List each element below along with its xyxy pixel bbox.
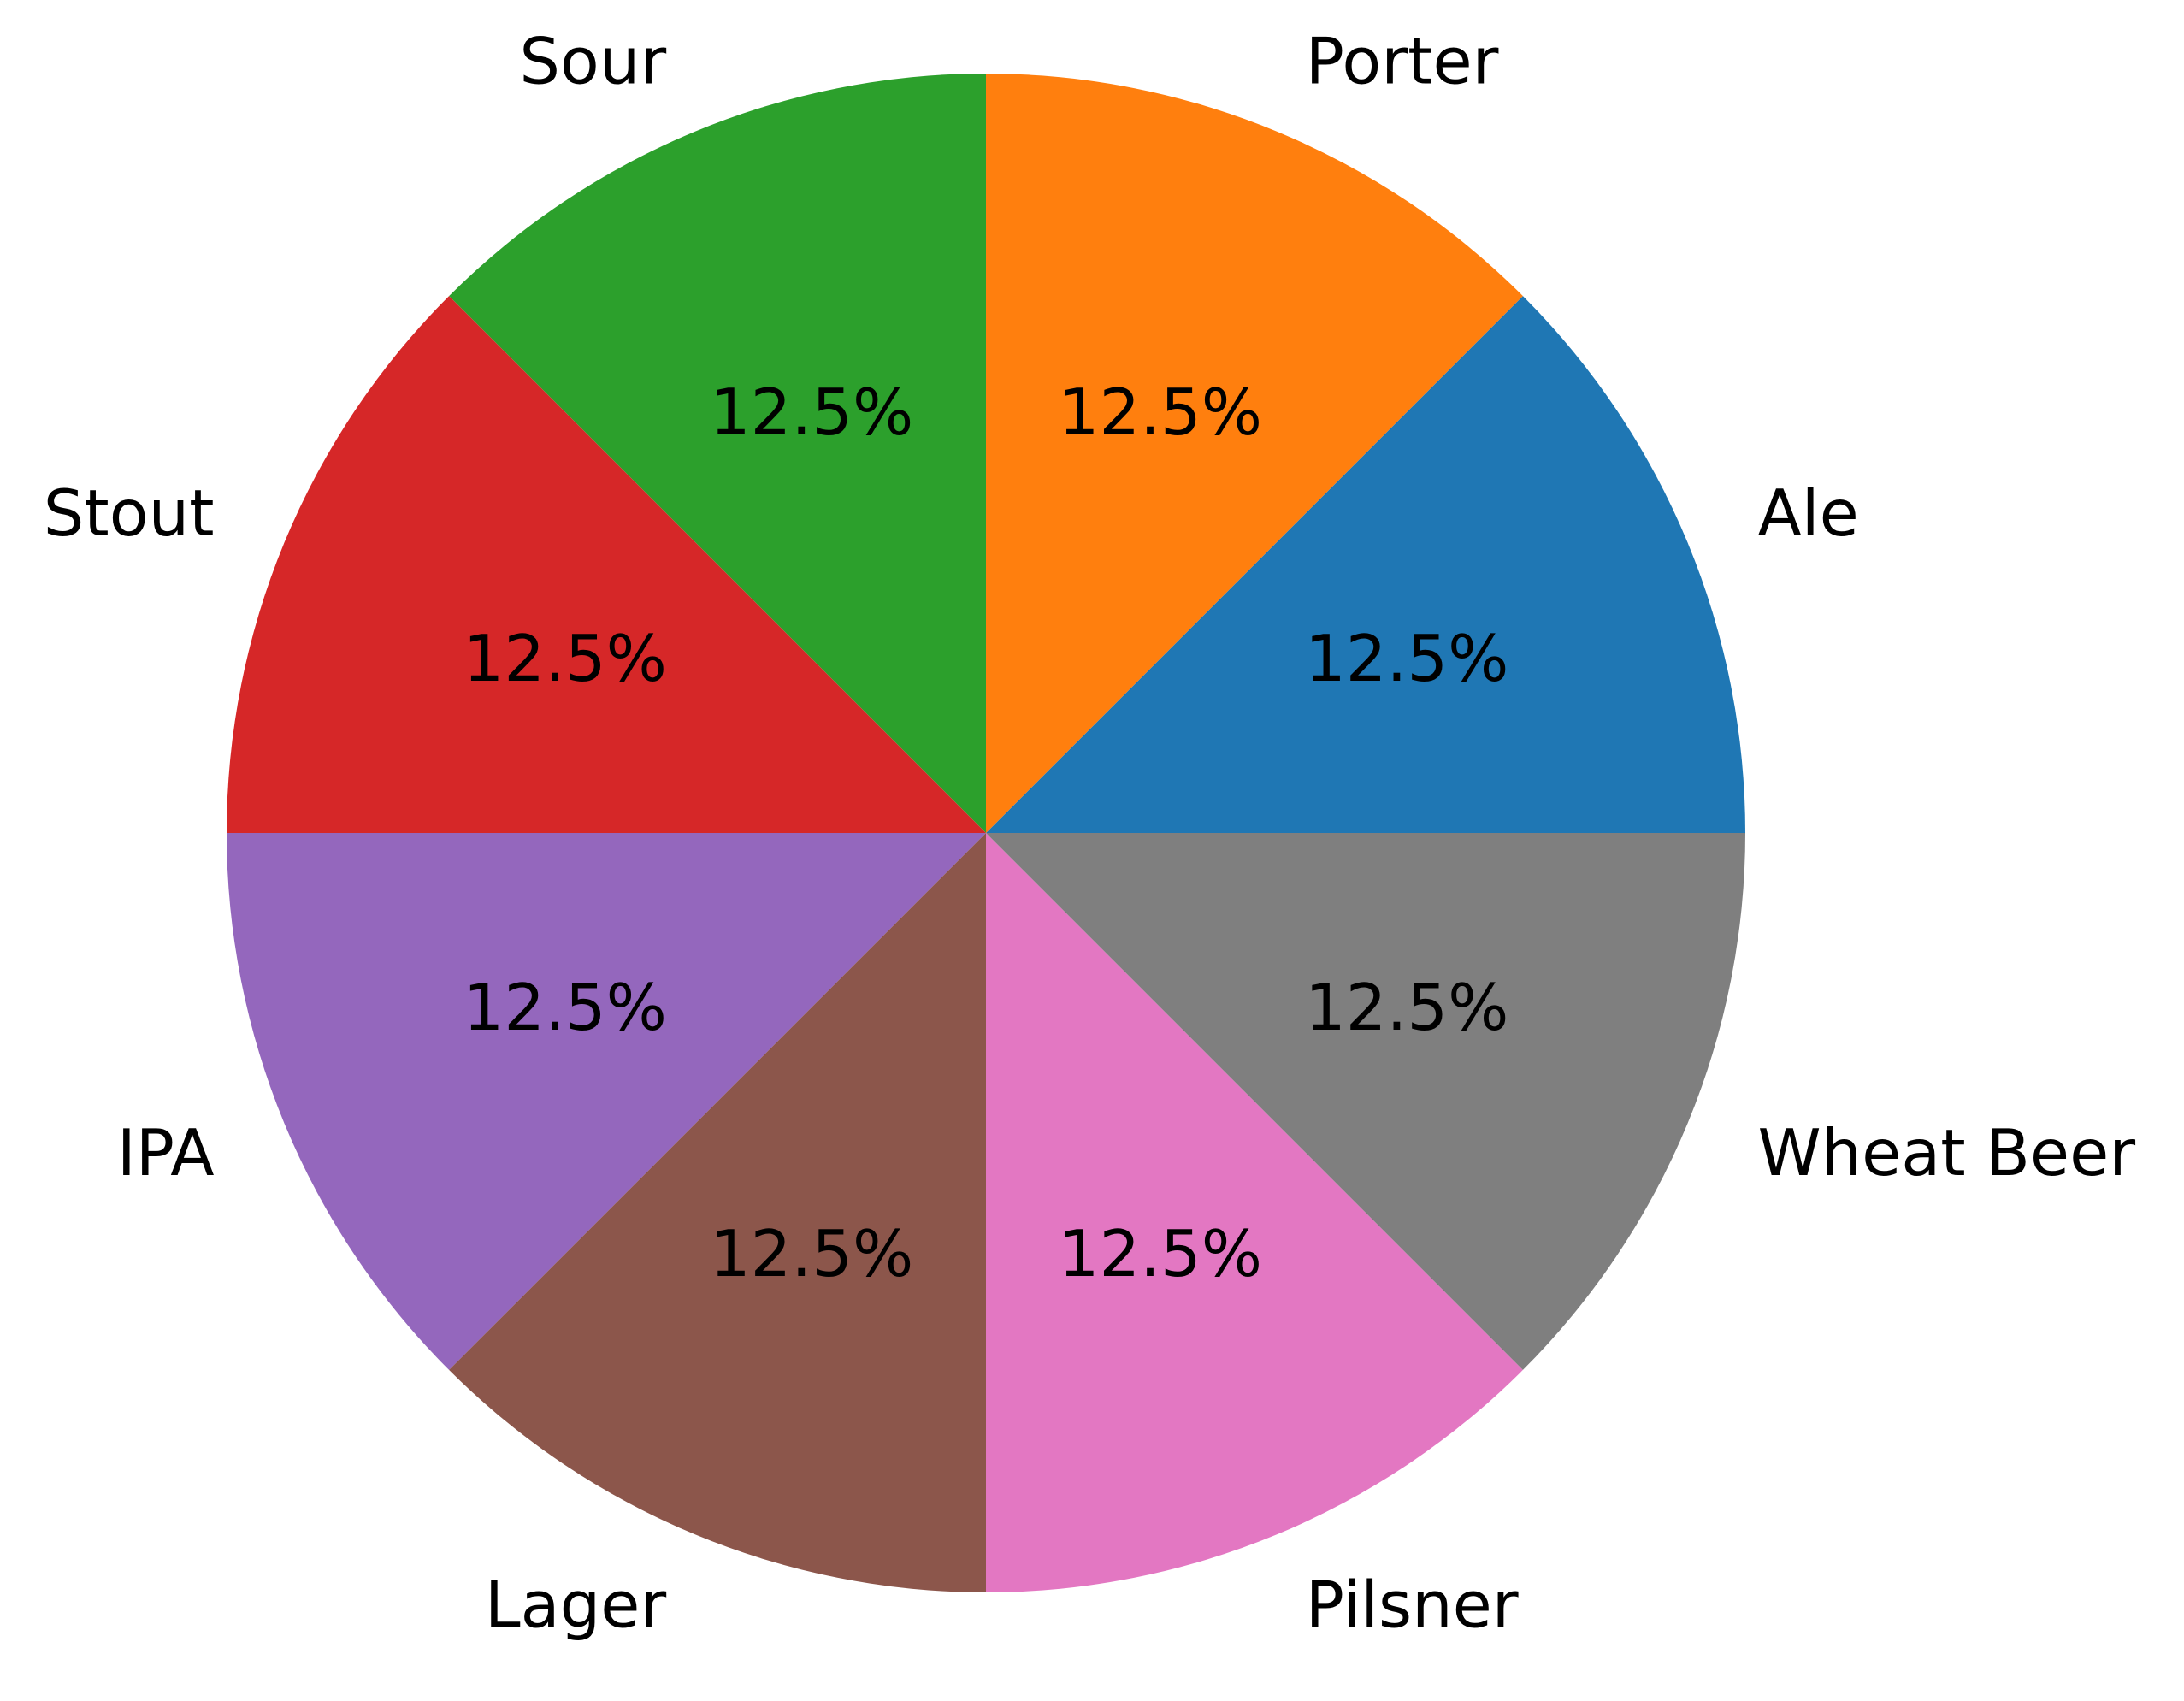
pie-slice-ale <box>986 296 1745 834</box>
slice-label-ipa: IPA <box>117 1115 215 1190</box>
pct-label-pilsner: 12.5% <box>1059 1216 1262 1291</box>
pct-label-sour: 12.5% <box>710 375 913 450</box>
slice-label-ale: Ale <box>1757 475 1858 551</box>
slices-layer <box>227 74 1745 1592</box>
pie-slice-stout <box>227 296 986 834</box>
pct-label-wheat-beer: 12.5% <box>1305 970 1508 1045</box>
slice-label-wheat-beer: Wheat Beer <box>1757 1115 2135 1190</box>
slice-label-sour: Sour <box>519 24 666 99</box>
pct-label-ipa: 12.5% <box>463 970 667 1045</box>
slice-label-stout: Stout <box>44 475 215 551</box>
slice-label-porter: Porter <box>1306 24 1499 99</box>
pie-slice-sour <box>449 74 986 833</box>
slice-label-lager: Lager <box>485 1567 666 1642</box>
pie-slice-lager <box>449 833 986 1592</box>
pie-slice-porter <box>986 74 1523 833</box>
pct-label-ale: 12.5% <box>1305 621 1508 696</box>
pct-label-porter: 12.5% <box>1059 375 1262 450</box>
labels-layer: 12.5% Ale 12.5% Porter 12.5% Sour 12.5% Stout 12… <box>44 24 2136 1643</box>
pie-slice-pilsner <box>986 833 1523 1592</box>
pct-label-lager: 12.5% <box>710 1216 913 1291</box>
pct-label-stout: 12.5% <box>463 621 667 696</box>
pie-slice-wheat-beer <box>986 833 1745 1370</box>
slice-label-pilsner: Pilsner <box>1306 1567 1519 1642</box>
pie-slice-ipa <box>227 833 986 1370</box>
